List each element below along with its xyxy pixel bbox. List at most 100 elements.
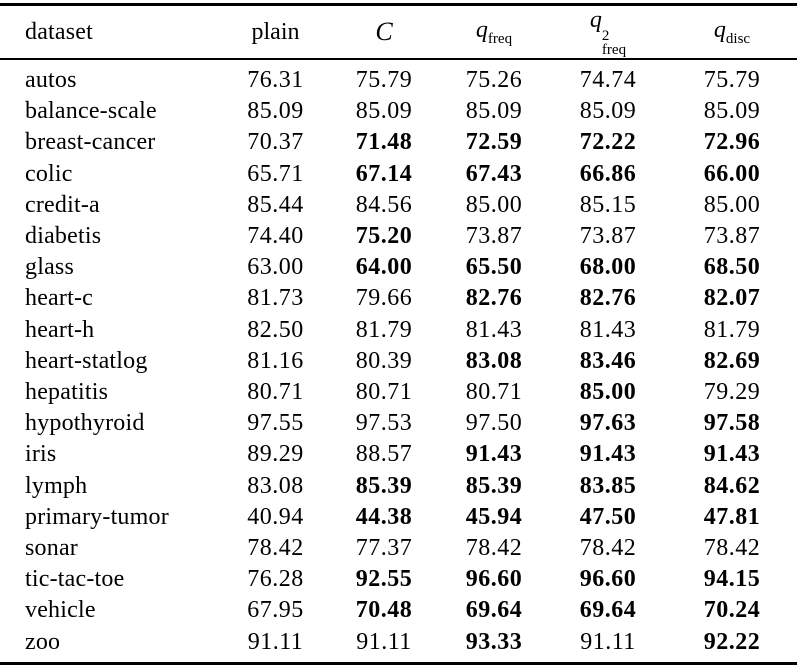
table-body: autos 76.31 75.79 75.26 74.74 75.79 balance-sc… bbox=[0, 59, 797, 663]
dataset-cell: sonar bbox=[25, 535, 78, 562]
q-freq-sq-subscript: freq bbox=[601, 42, 627, 58]
dataset-cell: vehicle bbox=[25, 597, 96, 624]
value-cell: 82.50 bbox=[247, 316, 304, 343]
header-row: dataset plain C qfreq q 2 freq qdisc bbox=[0, 4, 797, 60]
value-cell: 88.57 bbox=[355, 441, 413, 468]
value-cell: 47.50 bbox=[579, 503, 637, 530]
value-cell: 80.71 bbox=[465, 379, 523, 406]
value-cell: 83.08 bbox=[465, 347, 523, 374]
value-cell: 65.50 bbox=[465, 254, 523, 281]
value-cell: 66.86 bbox=[579, 160, 637, 187]
value-cell: 96.60 bbox=[465, 566, 523, 593]
table-row: zoo 91.11 91.11 93.33 91.11 92.22 bbox=[0, 627, 797, 664]
value-cell: 70.37 bbox=[247, 129, 304, 156]
value-cell: 85.09 bbox=[703, 98, 761, 125]
table-row: iris 89.29 88.57 91.43 91.43 91.43 bbox=[0, 439, 797, 470]
table-row: colic 65.71 67.14 67.43 66.86 66.00 bbox=[0, 159, 797, 190]
column-header-plain: plain bbox=[222, 4, 329, 60]
value-cell: 72.59 bbox=[465, 129, 523, 156]
dataset-cell: iris bbox=[25, 441, 57, 468]
calligraphic-c-symbol: C bbox=[375, 17, 393, 46]
dataset-cell: colic bbox=[25, 160, 73, 187]
value-cell: 40.94 bbox=[247, 503, 304, 530]
value-cell: 80.39 bbox=[355, 347, 413, 374]
dataset-cell: primary-tumor bbox=[25, 503, 169, 530]
column-header-q-freq: qfreq bbox=[439, 4, 549, 60]
table-row: breast-cancer 70.37 71.48 72.59 72.22 72.96 bbox=[0, 127, 797, 158]
q-freq-base: q bbox=[475, 16, 488, 43]
value-cell: 72.96 bbox=[703, 129, 761, 156]
value-cell: 83.85 bbox=[579, 472, 637, 499]
value-cell: 85.44 bbox=[247, 191, 304, 218]
value-cell: 44.38 bbox=[355, 503, 413, 530]
column-header-classifier: C bbox=[329, 4, 439, 60]
value-cell: 82.76 bbox=[579, 285, 637, 312]
value-cell: 76.31 bbox=[247, 67, 304, 93]
value-cell: 83.46 bbox=[579, 347, 637, 374]
dataset-cell: hepatitis bbox=[25, 379, 109, 406]
value-cell: 45.94 bbox=[465, 503, 523, 530]
table-header: dataset plain C qfreq q 2 freq qdisc bbox=[0, 4, 797, 60]
value-cell: 76.28 bbox=[247, 566, 304, 593]
q-freq-sq-base: q bbox=[589, 7, 602, 33]
value-cell: 75.20 bbox=[355, 223, 413, 250]
value-cell: 65.71 bbox=[247, 160, 304, 187]
value-cell: 70.48 bbox=[355, 597, 413, 624]
table-row: heart-statlog 81.16 80.39 83.08 83.46 82.69 bbox=[0, 346, 797, 377]
value-cell: 75.79 bbox=[355, 67, 413, 93]
value-cell: 89.29 bbox=[247, 441, 304, 468]
q-freq-subscript: freq bbox=[487, 30, 513, 47]
value-cell: 73.87 bbox=[703, 223, 761, 250]
q-freq-sq-scripts: 2 freq bbox=[601, 28, 627, 58]
value-cell: 81.43 bbox=[465, 316, 523, 343]
value-cell: 83.08 bbox=[247, 472, 304, 499]
table-row: diabetis 74.40 75.20 73.87 73.87 73.87 bbox=[0, 221, 797, 252]
plain-header-label: plain bbox=[251, 18, 300, 45]
value-cell: 97.63 bbox=[579, 410, 637, 437]
value-cell: 67.43 bbox=[465, 160, 523, 187]
value-cell: 85.00 bbox=[465, 191, 523, 218]
value-cell: 74.40 bbox=[247, 223, 304, 250]
value-cell: 93.33 bbox=[465, 628, 523, 655]
value-cell: 94.15 bbox=[703, 566, 761, 593]
value-cell: 73.87 bbox=[579, 223, 637, 250]
value-cell: 82.76 bbox=[465, 285, 523, 312]
table-row: credit-a 85.44 84.56 85.00 85.15 85.00 bbox=[0, 190, 797, 221]
value-cell: 67.14 bbox=[355, 160, 413, 187]
table-row: hypothyroid 97.55 97.53 97.50 97.63 97.58 bbox=[0, 408, 797, 439]
dataset-header-label: dataset bbox=[25, 18, 94, 45]
value-cell: 85.09 bbox=[579, 98, 637, 125]
value-cell: 64.00 bbox=[355, 254, 413, 281]
value-cell: 73.87 bbox=[465, 223, 523, 250]
value-cell: 66.00 bbox=[703, 160, 761, 187]
value-cell: 71.48 bbox=[355, 129, 413, 156]
dataset-cell: credit-a bbox=[25, 191, 100, 218]
dataset-cell: heart-statlog bbox=[25, 347, 148, 374]
table-row: tic-tac-toe 76.28 92.55 96.60 96.60 94.15 bbox=[0, 564, 797, 595]
value-cell: 47.81 bbox=[703, 503, 761, 530]
column-header-dataset: dataset bbox=[0, 4, 222, 60]
value-cell: 91.11 bbox=[580, 628, 636, 655]
value-cell: 67.95 bbox=[247, 597, 304, 624]
value-cell: 79.66 bbox=[355, 285, 413, 312]
dataset-cell: zoo bbox=[25, 628, 61, 655]
dataset-cell: breast-cancer bbox=[25, 129, 156, 156]
dataset-cell: lymph bbox=[25, 472, 88, 499]
value-cell: 70.24 bbox=[703, 597, 761, 624]
value-cell: 75.79 bbox=[703, 67, 761, 93]
value-cell: 80.71 bbox=[355, 379, 413, 406]
dataset-cell: hypothyroid bbox=[25, 410, 145, 437]
table-row: sonar 78.42 77.37 78.42 78.42 78.42 bbox=[0, 533, 797, 564]
value-cell: 85.39 bbox=[465, 472, 523, 499]
value-cell: 91.11 bbox=[356, 628, 412, 655]
value-cell: 97.58 bbox=[703, 410, 761, 437]
value-cell: 91.43 bbox=[703, 441, 761, 468]
dataset-cell: heart-c bbox=[25, 285, 94, 312]
value-cell: 92.22 bbox=[703, 628, 761, 655]
value-cell: 85.39 bbox=[355, 472, 413, 499]
value-cell: 79.29 bbox=[703, 379, 761, 406]
value-cell: 78.42 bbox=[703, 535, 761, 562]
value-cell: 81.79 bbox=[703, 316, 761, 343]
table-row: vehicle 67.95 70.48 69.64 69.64 70.24 bbox=[0, 595, 797, 626]
q-freq-sq-superscript: 2 bbox=[601, 28, 610, 44]
